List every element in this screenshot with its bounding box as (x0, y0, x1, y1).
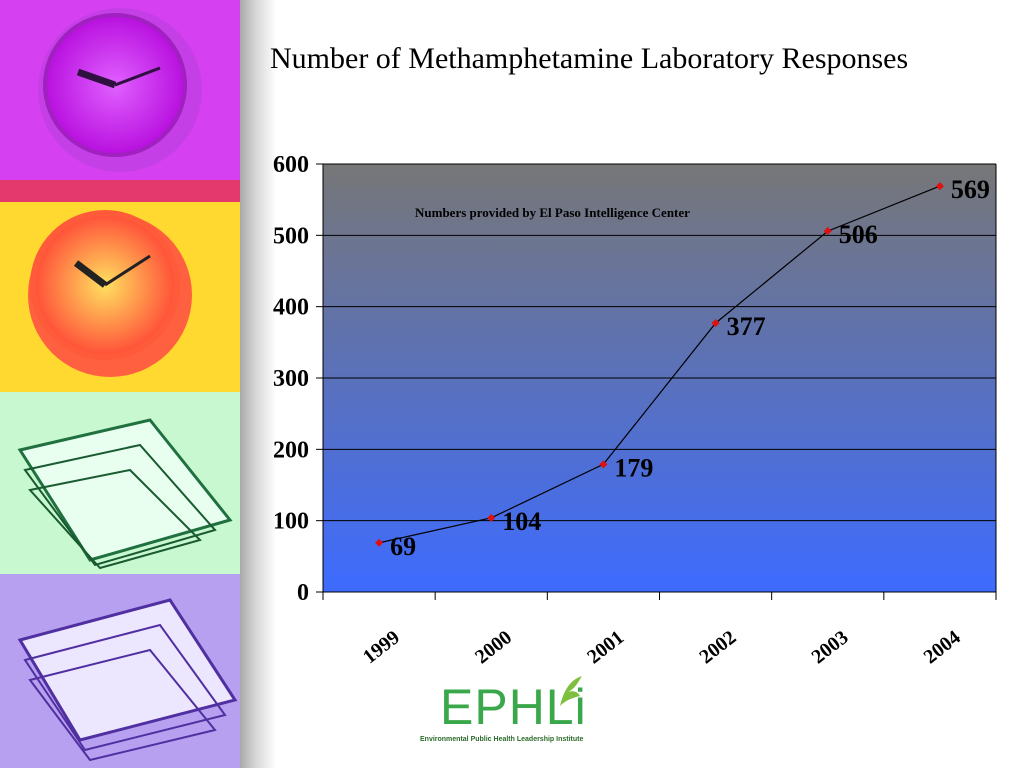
papers-icon (17, 598, 238, 762)
data-label: 69 (390, 532, 416, 561)
decorative-image-strip (0, 0, 240, 768)
y-tick-label: 0 (297, 580, 309, 606)
x-tick-label: 2000 (471, 626, 516, 668)
data-labels: 69 104 179 377 506 569 (390, 175, 990, 561)
data-label: 104 (502, 507, 541, 536)
x-tick-label: 2002 (695, 626, 740, 668)
data-marker (935, 182, 944, 191)
data-label: 569 (951, 175, 990, 204)
clock-icon (38, 8, 202, 172)
y-tick-label: 500 (273, 223, 309, 249)
y-tick-label: 200 (273, 437, 309, 463)
leaf-icon (560, 676, 582, 706)
ephli-logo: EPHLi Environmental Public Health Leader… (418, 672, 608, 752)
y-tick-label: 300 (273, 366, 309, 392)
y-tick-labels: 0 100 200 300 400 500 600 (273, 152, 309, 606)
papers-icon (17, 418, 233, 570)
data-label: 377 (727, 312, 766, 341)
panel-shadow (240, 0, 276, 768)
data-marker (711, 319, 720, 328)
data-marker (375, 538, 384, 547)
x-tick-label: 2004 (920, 626, 965, 668)
y-tick-label: 100 (273, 509, 309, 535)
data-markers (375, 182, 944, 547)
data-label: 506 (839, 220, 878, 249)
data-marker (823, 227, 832, 236)
logo-subtitle: Environmental Public Health Leadership I… (420, 736, 584, 743)
axes (316, 163, 997, 600)
series-line (378, 185, 941, 544)
data-marker (487, 513, 496, 522)
y-tick-label: 600 (273, 152, 309, 178)
data-marker (599, 460, 608, 469)
y-tick-label: 400 (273, 295, 309, 321)
slide-title: Number of Methamphetamine Laboratory Res… (270, 42, 909, 75)
x-tick-label: 2003 (808, 626, 853, 668)
clock-icon (28, 210, 192, 377)
data-label: 179 (614, 453, 653, 482)
x-tick-label: 2001 (583, 626, 628, 668)
chart-annotation: Numbers provided by El Paso Intelligence… (415, 205, 690, 220)
x-tick-label: 1999 (359, 626, 404, 668)
x-tick-labels: 1999 2000 2001 2002 2003 2004 (359, 626, 965, 668)
logo-text: EPHLi (440, 679, 587, 735)
